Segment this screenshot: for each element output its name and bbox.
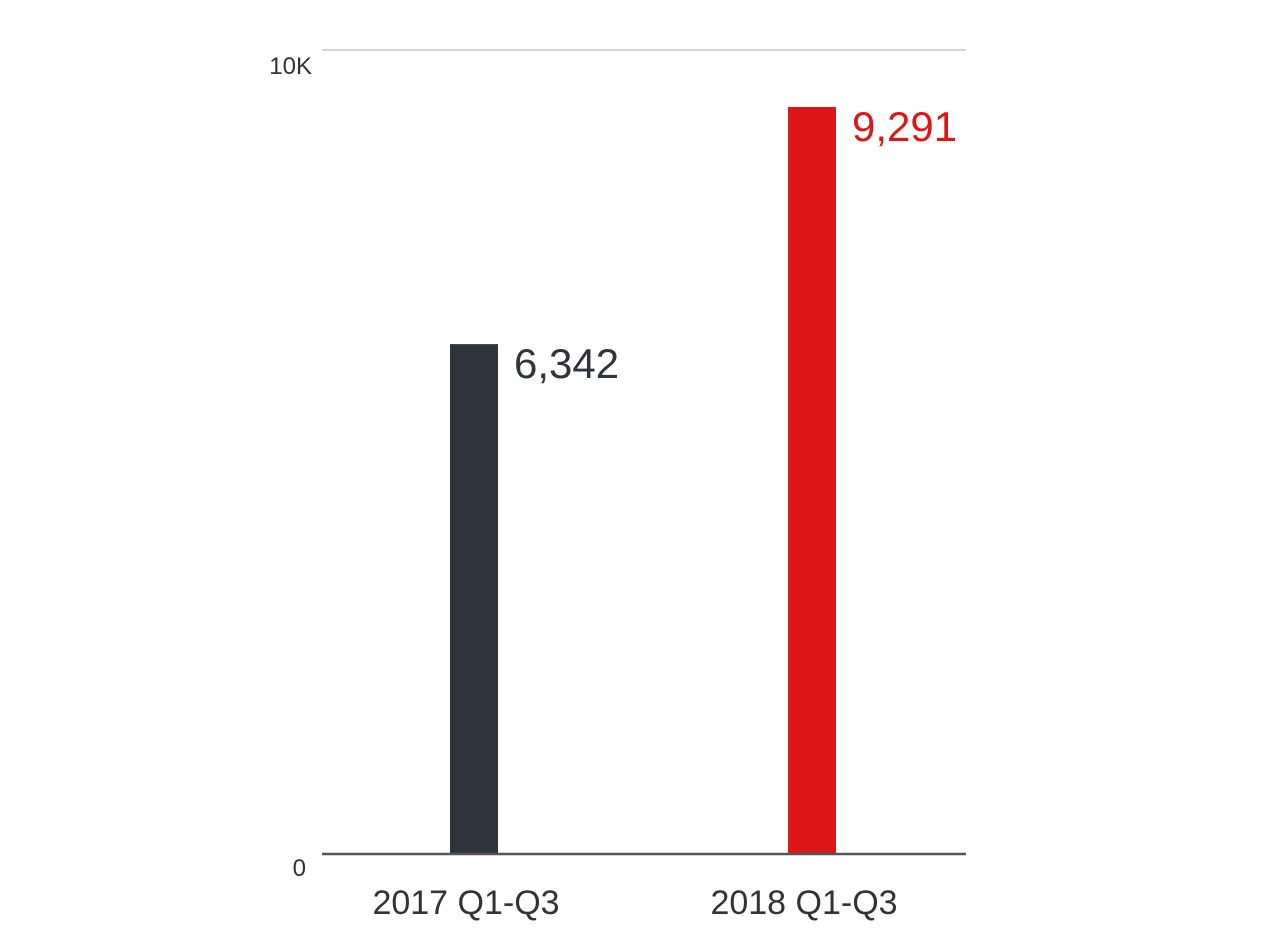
labels: 0 10K 6,342 2017 Q1-Q3 9,291 2018 Q1-Q3: [269, 53, 957, 922]
bars: [450, 107, 836, 854]
data-label-2: 9,291: [852, 103, 957, 150]
x-tick-label-2: 2018 Q1-Q3: [710, 884, 897, 922]
data-label-1: 6,342: [514, 340, 619, 387]
y-tick-label: 0: [293, 855, 306, 882]
x-tick-label-1: 2017 Q1-Q3: [372, 884, 559, 922]
bar-1: [450, 344, 498, 854]
bar-2: [788, 107, 836, 854]
y-tick-label: 10K: [269, 53, 312, 80]
